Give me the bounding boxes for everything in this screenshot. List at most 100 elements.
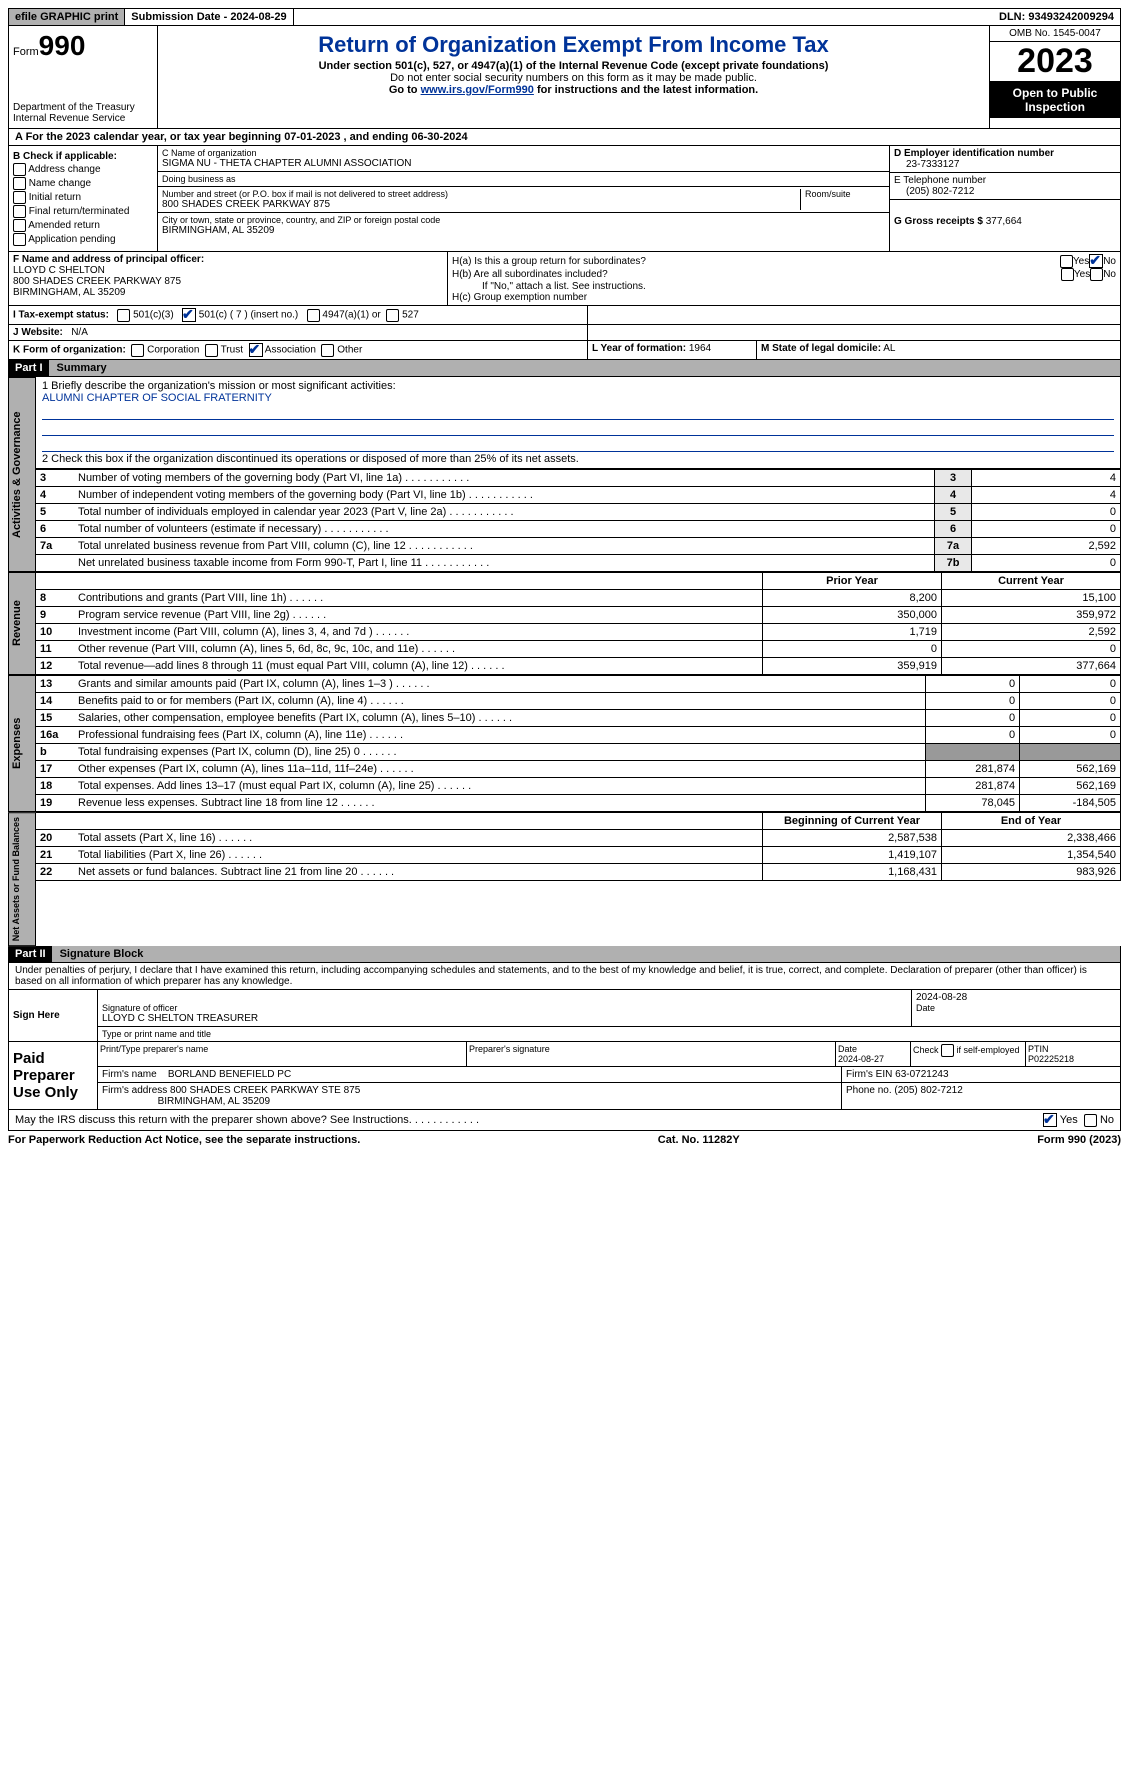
j-lbl: J Website: bbox=[13, 327, 63, 338]
hb-note: If "No," attach a list. See instructions… bbox=[452, 281, 1116, 292]
side-governance: Activities & Governance bbox=[8, 377, 36, 572]
footer: For Paperwork Reduction Act Notice, see … bbox=[8, 1131, 1121, 1146]
line2: 2 Check this box if the organization dis… bbox=[42, 453, 1114, 465]
firm-ein-lbl: Firm's EIN bbox=[846, 1069, 892, 1080]
paid-prep-lbl: Paid Preparer Use Only bbox=[9, 1042, 98, 1109]
b-label: B Check if applicable: bbox=[13, 151, 153, 162]
chk-final[interactable] bbox=[13, 205, 26, 218]
website: N/A bbox=[71, 327, 88, 338]
dba-lbl: Doing business as bbox=[162, 174, 885, 184]
submission-date: Submission Date - 2024-08-29 bbox=[125, 9, 293, 25]
discuss-no[interactable] bbox=[1084, 1114, 1097, 1127]
prep-name-lbl: Print/Type preparer's name bbox=[98, 1042, 467, 1066]
hb-yes[interactable] bbox=[1061, 268, 1074, 281]
k-lbl: K Form of organization: bbox=[13, 345, 126, 356]
expenses-table: 13Grants and similar amounts paid (Part … bbox=[36, 675, 1121, 812]
chk-501c3[interactable] bbox=[117, 309, 130, 322]
sig-date: 2024-08-28 bbox=[916, 992, 1116, 1003]
penalty-text: Under penalties of perjury, I declare th… bbox=[8, 963, 1121, 990]
tax-year-row: A For the 2023 calendar year, or tax yea… bbox=[8, 129, 1121, 146]
footer-center: Cat. No. 11282Y bbox=[658, 1134, 740, 1146]
form-prefix: Form bbox=[13, 46, 39, 58]
open-inspection: Open to Public Inspection bbox=[990, 82, 1120, 118]
g-lbl: G Gross receipts $ bbox=[894, 216, 983, 227]
form-title: Return of Organization Exempt From Incom… bbox=[162, 32, 985, 58]
goto-prefix: Go to bbox=[389, 84, 421, 96]
top-bar: efile GRAPHIC print Submission Date - 20… bbox=[8, 8, 1121, 26]
summary-gov: Activities & Governance 1 Briefly descri… bbox=[8, 377, 1121, 572]
part2-title: Signature Block bbox=[52, 946, 1120, 962]
ha-lbl: H(a) Is this a group return for subordin… bbox=[452, 256, 1060, 267]
dln: DLN: 93493242009294 bbox=[993, 9, 1120, 25]
chk-corp[interactable] bbox=[131, 344, 144, 357]
e-lbl: E Telephone number bbox=[894, 175, 1116, 186]
form-number: 990 bbox=[39, 30, 86, 61]
mission: ALUMNI CHAPTER OF SOCIAL FRATERNITY bbox=[42, 392, 1114, 404]
hb-lbl: H(b) Are all subordinates included? bbox=[452, 269, 1061, 280]
ha-no[interactable] bbox=[1089, 254, 1103, 268]
summary-net: Net Assets or Fund Balances Beginning of… bbox=[8, 812, 1121, 946]
ptin-lbl: PTIN bbox=[1028, 1044, 1049, 1054]
firm-addr2: BIRMINGHAM, AL 35209 bbox=[158, 1096, 270, 1107]
goto-suffix: for instructions and the latest informat… bbox=[534, 84, 758, 96]
ha-yes[interactable] bbox=[1060, 255, 1073, 268]
part2-bar: Part II bbox=[9, 946, 52, 962]
chk-initial[interactable] bbox=[13, 191, 26, 204]
officer-city: BIRMINGHAM, AL 35209 bbox=[13, 287, 443, 298]
firm-addr-lbl: Firm's address bbox=[102, 1085, 167, 1096]
firm-addr1: 800 SHADES CREEK PARKWAY STE 875 bbox=[170, 1085, 360, 1096]
chk-name[interactable] bbox=[13, 177, 26, 190]
room-lbl: Room/suite bbox=[805, 189, 885, 199]
discuss-text: May the IRS discuss this return with the… bbox=[15, 1114, 479, 1126]
chk-self-employed[interactable] bbox=[941, 1044, 954, 1057]
l-lbl: L Year of formation: bbox=[592, 343, 686, 354]
part1-bar: Part I bbox=[9, 360, 49, 376]
side-expenses: Expenses bbox=[8, 675, 36, 812]
hb-no[interactable] bbox=[1090, 268, 1103, 281]
summary-exp: Expenses 13Grants and similar amounts pa… bbox=[8, 675, 1121, 812]
discuss-yes[interactable] bbox=[1043, 1113, 1057, 1127]
part2-header: Part II Signature Block bbox=[8, 946, 1121, 963]
irs-link[interactable]: www.irs.gov/Form990 bbox=[421, 84, 534, 96]
f-lbl: F Name and address of principal officer: bbox=[13, 254, 443, 265]
street-lbl: Number and street (or P.O. box if mail i… bbox=[162, 189, 796, 199]
signature-block: Sign Here Signature of officerLLOYD C SH… bbox=[8, 990, 1121, 1110]
chk-assoc[interactable] bbox=[249, 343, 263, 357]
chk-other[interactable] bbox=[321, 344, 334, 357]
year-formed: 1964 bbox=[689, 343, 711, 354]
side-revenue: Revenue bbox=[8, 572, 36, 675]
ptin: P02225218 bbox=[1028, 1054, 1074, 1064]
prep-date-lbl: Date bbox=[838, 1044, 857, 1054]
firm-name-lbl: Firm's name bbox=[102, 1069, 157, 1080]
k-l-m-row: K Form of organization: Corporation Trus… bbox=[8, 341, 1121, 360]
officer-sig-lbl: Signature of officer bbox=[102, 1003, 907, 1013]
chk-pending[interactable] bbox=[13, 233, 26, 246]
tax-year: 2023 bbox=[990, 42, 1120, 82]
chk-trust[interactable] bbox=[205, 344, 218, 357]
domicile: AL bbox=[883, 343, 895, 354]
firm-ein: 63-0721243 bbox=[895, 1069, 948, 1080]
d-lbl: D Employer identification number bbox=[894, 148, 1116, 159]
sign-here-lbl: Sign Here bbox=[9, 990, 98, 1041]
chk-4947[interactable] bbox=[307, 309, 320, 322]
chk-501c[interactable] bbox=[182, 308, 196, 322]
c-name-lbl: C Name of organization bbox=[162, 148, 885, 158]
chk-527[interactable] bbox=[386, 309, 399, 322]
phone: (205) 802-7212 bbox=[894, 186, 1116, 197]
firm-phone-lbl: Phone no. bbox=[846, 1085, 892, 1096]
date-lbl: Date bbox=[916, 1003, 1116, 1013]
governance-table: 3Number of voting members of the governi… bbox=[36, 469, 1121, 572]
revenue-table: Prior YearCurrent Year8Contributions and… bbox=[36, 572, 1121, 675]
firm-name: BORLAND BENEFIELD PC bbox=[168, 1069, 291, 1080]
officer-name: LLOYD C SHELTON bbox=[13, 265, 443, 276]
hc-lbl: H(c) Group exemption number bbox=[452, 292, 1116, 303]
part1-header: Part I Summary bbox=[8, 360, 1121, 377]
chk-address[interactable] bbox=[13, 163, 26, 176]
officer-street: 800 SHADES CREEK PARKWAY 875 bbox=[13, 276, 443, 287]
subtitle-1: Under section 501(c), 527, or 4947(a)(1)… bbox=[162, 60, 985, 72]
org-name: SIGMA NU - THETA CHAPTER ALUMNI ASSOCIAT… bbox=[162, 158, 885, 169]
chk-amended[interactable] bbox=[13, 219, 26, 232]
discuss-row: May the IRS discuss this return with the… bbox=[8, 1110, 1121, 1131]
net-assets-table: Beginning of Current YearEnd of Year20To… bbox=[36, 812, 1121, 881]
footer-left: For Paperwork Reduction Act Notice, see … bbox=[8, 1134, 360, 1146]
